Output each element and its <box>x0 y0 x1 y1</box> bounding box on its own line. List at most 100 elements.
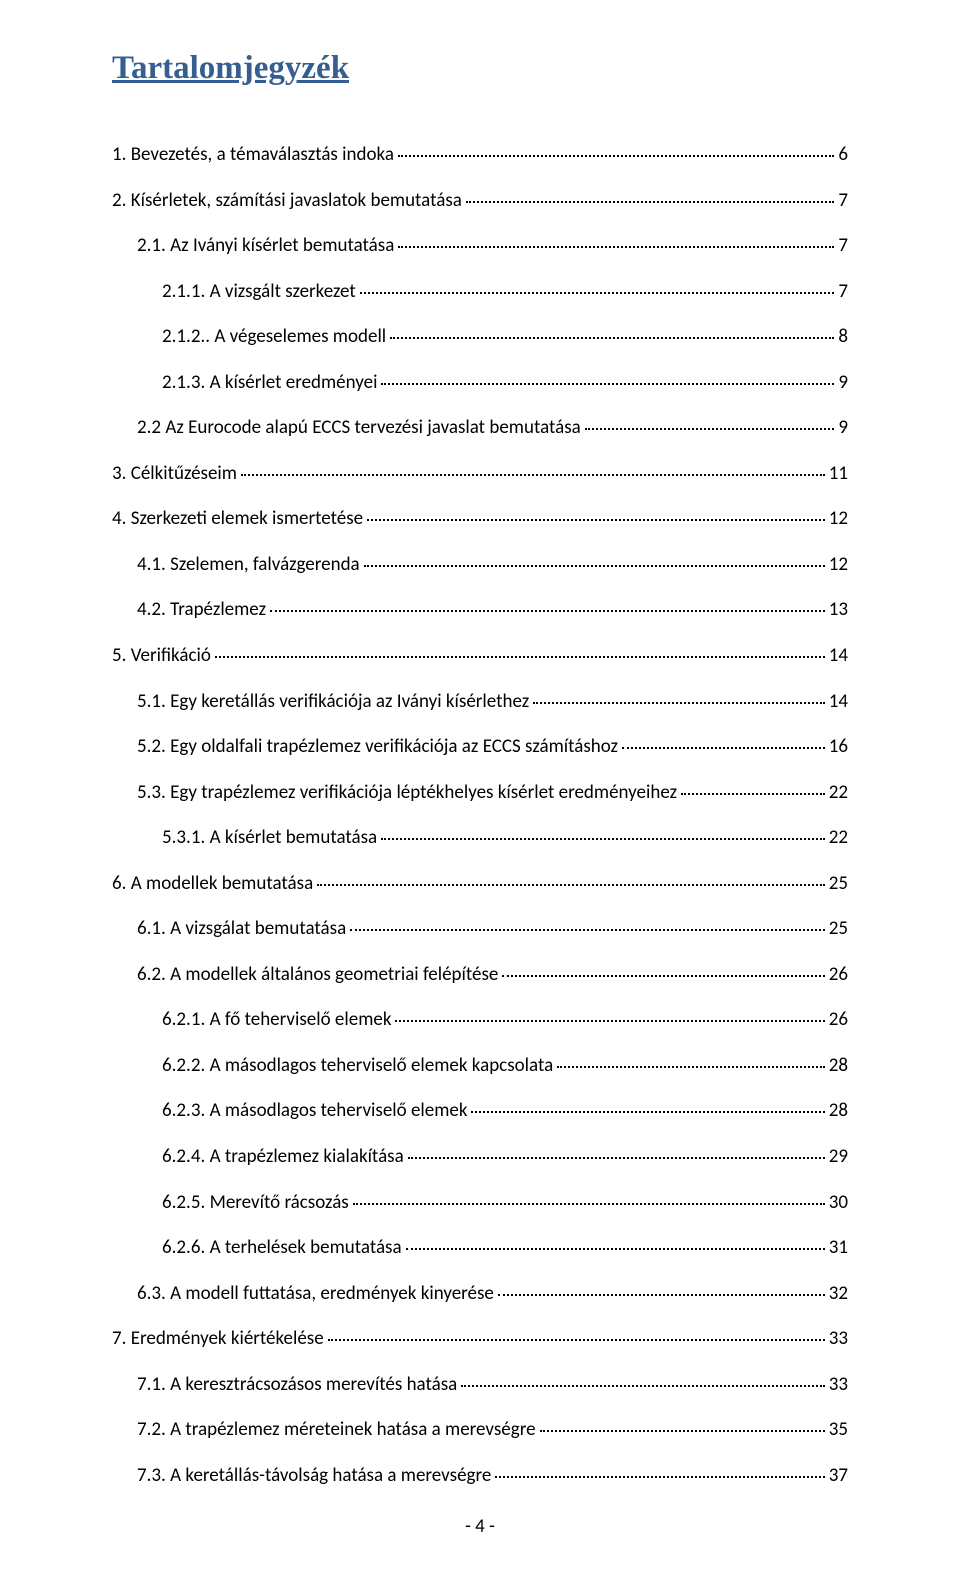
toc-entry-label: 1. Bevezetés, a témaválasztás indoka <box>112 141 394 169</box>
toc-entry[interactable]: 5.3.1. A kísérlet bemutatása 22 <box>112 824 848 852</box>
toc-leader-dots <box>622 747 825 749</box>
toc-leader-dots <box>317 884 825 886</box>
toc-leader-dots <box>471 1111 824 1113</box>
toc-leader-dots <box>406 1248 825 1250</box>
toc-leader-dots <box>461 1385 824 1387</box>
toc-entry-page: 28 <box>829 1052 848 1080</box>
toc-entry[interactable]: 5.3. Egy trapézlemez verifikációja lépté… <box>112 779 848 807</box>
toc-entry-page: 9 <box>838 414 848 442</box>
toc-entry[interactable]: 3. Célkitűzéseim 11 <box>112 460 848 488</box>
toc-entry-page: 22 <box>829 779 848 807</box>
toc-entry-page: 35 <box>829 1416 848 1444</box>
toc-entry-label: 5.2. Egy oldalfali trapézlemez verifikác… <box>137 733 618 761</box>
page-footer: - 4 - <box>112 1515 848 1538</box>
toc-entry-label: 3. Célkitűzéseim <box>112 460 237 488</box>
toc-entry[interactable]: 6.1. A vizsgálat bemutatása25 <box>112 915 848 943</box>
toc-entry[interactable]: 1. Bevezetés, a témaválasztás indoka6 <box>112 141 848 169</box>
toc-entry-label: 5.1. Egy keretállás verifikációja az Ivá… <box>137 688 529 716</box>
toc-leader-dots <box>533 702 825 704</box>
toc-entry-page: 12 <box>829 551 848 579</box>
toc-entry[interactable]: 2.2 Az Eurocode alapú ECCS tervezési jav… <box>112 414 848 442</box>
toc-leader-dots <box>585 428 835 430</box>
toc-entry-label: 6.2.4. A trapézlemez kialakítása <box>162 1143 404 1171</box>
toc-leader-dots <box>360 292 835 294</box>
toc-leader-dots <box>395 1020 824 1022</box>
toc-entry[interactable]: 7.1. A keresztrácsozásos merevítés hatás… <box>112 1371 848 1399</box>
toc-entry-page: 13 <box>829 596 848 624</box>
toc-entry-page: 26 <box>829 1006 848 1034</box>
toc-entry-page: 33 <box>829 1325 848 1353</box>
toc-entry[interactable]: 4. Szerkezeti elemek ismertetése12 <box>112 505 848 533</box>
toc-entry[interactable]: 6.2.4. A trapézlemez kialakítása 29 <box>112 1143 848 1171</box>
toc-leader-dots <box>398 155 834 157</box>
toc-entry-label: 6.2.6. A terhelések bemutatása <box>162 1234 402 1262</box>
toc-entry[interactable]: 2.1.3. A kísérlet eredményei9 <box>112 369 848 397</box>
toc-leader-dots <box>381 383 834 385</box>
toc-entry-label: 6.3. A modell futtatása, eredmények kiny… <box>137 1280 494 1308</box>
toc-leader-dots <box>270 610 825 612</box>
toc-leader-dots <box>502 975 824 977</box>
toc-entry[interactable]: 2.1.1. A vizsgált szerkezet 7 <box>112 278 848 306</box>
toc-entry-page: 26 <box>829 961 848 989</box>
toc-entry-label: 6.2.3. A másodlagos teherviselő elemek <box>162 1097 467 1125</box>
toc-entry-page: 7 <box>838 187 848 215</box>
toc-entry[interactable]: 6.2.5. Merevítő rácsozás 30 <box>112 1189 848 1217</box>
toc-entry[interactable]: 6.2.2. A másodlagos teherviselő elemek k… <box>112 1052 848 1080</box>
toc-entry[interactable]: 2. Kísérletek, számítási javaslatok bemu… <box>112 187 848 215</box>
toc-entry-page: 30 <box>829 1189 848 1217</box>
toc-entry-page: 14 <box>829 642 848 670</box>
toc-entry-page: 29 <box>829 1143 848 1171</box>
toc-leader-dots <box>364 565 825 567</box>
toc-entry-label: 6.2. A modellek általános geometriai fel… <box>137 961 498 989</box>
toc-entry-page: 11 <box>829 460 848 488</box>
toc-leader-dots <box>557 1066 825 1068</box>
toc-entry-page: 7 <box>838 278 848 306</box>
toc-entry-label: 4.2. Trapézlemez <box>137 596 266 624</box>
toc-entry[interactable]: 6.2.3. A másodlagos teherviselő elemek 28 <box>112 1097 848 1125</box>
toc-entry[interactable]: 5.2. Egy oldalfali trapézlemez verifikác… <box>112 733 848 761</box>
toc-leader-dots <box>681 793 825 795</box>
toc-leader-dots <box>350 929 825 931</box>
toc-entry[interactable]: 2.1.2.. A végeselemes modell8 <box>112 323 848 351</box>
toc-entry[interactable]: 7. Eredmények kiértékelése 33 <box>112 1325 848 1353</box>
toc-entry-label: 7. Eredmények kiértékelése <box>112 1325 324 1353</box>
toc-entry-label: 6.2.5. Merevítő rácsozás <box>162 1189 349 1217</box>
toc-entry[interactable]: 4.1. Szelemen, falvázgerenda 12 <box>112 551 848 579</box>
toc-entry[interactable]: 6.3. A modell futtatása, eredmények kiny… <box>112 1280 848 1308</box>
toc-leader-dots <box>498 1294 825 1296</box>
toc-entry-label: 4.1. Szelemen, falvázgerenda <box>137 551 360 579</box>
toc-entry-label: 5.3.1. A kísérlet bemutatása <box>162 824 377 852</box>
toc-entry-label: 5. Verifikáció <box>112 642 211 670</box>
toc-entry[interactable]: 6.2.1. A fő teherviselő elemek 26 <box>112 1006 848 1034</box>
toc-entry-page: 16 <box>829 733 848 761</box>
toc-entry-label: 7.1. A keresztrácsozásos merevítés hatás… <box>137 1371 457 1399</box>
toc-entry[interactable]: 5. Verifikáció 14 <box>112 642 848 670</box>
toc-entry-label: 6.1. A vizsgálat bemutatása <box>137 915 346 943</box>
toc-entry-label: 7.2. A trapézlemez méreteinek hatása a m… <box>137 1416 536 1444</box>
toc-leader-dots <box>328 1339 825 1341</box>
toc-entry-label: 6.2.2. A másodlagos teherviselő elemek k… <box>162 1052 553 1080</box>
toc-entry-page: 25 <box>829 870 848 898</box>
page-title: Tartalomjegyzék <box>112 50 848 87</box>
toc-list: 1. Bevezetés, a témaválasztás indoka6 2. … <box>112 141 848 1489</box>
toc-entry[interactable]: 6.2. A modellek általános geometriai fel… <box>112 961 848 989</box>
toc-leader-dots <box>241 474 825 476</box>
toc-entry[interactable]: 2.1. Az Iványi kísérlet bemutatása7 <box>112 232 848 260</box>
toc-entry-label: 6.2.1. A fő teherviselő elemek <box>162 1006 391 1034</box>
toc-entry[interactable]: 7.3. A keretállás-távolság hatása a mere… <box>112 1462 848 1490</box>
toc-entry-page: 9 <box>838 369 848 397</box>
toc-entry[interactable]: 4.2. Trapézlemez 13 <box>112 596 848 624</box>
toc-leader-dots <box>466 201 834 203</box>
toc-entry-page: 14 <box>829 688 848 716</box>
toc-entry-label: 6. A modellek bemutatása <box>112 870 313 898</box>
toc-entry[interactable]: 5.1. Egy keretállás verifikációja az Ivá… <box>112 688 848 716</box>
toc-entry-page: 28 <box>829 1097 848 1125</box>
toc-entry-page: 22 <box>829 824 848 852</box>
toc-entry-label: 2.1. Az Iványi kísérlet bemutatása <box>137 232 394 260</box>
toc-entry-label: 2.1.1. A vizsgált szerkezet <box>162 278 356 306</box>
toc-entry[interactable]: 6. A modellek bemutatása 25 <box>112 870 848 898</box>
toc-entry-label: 7.3. A keretállás-távolság hatása a mere… <box>137 1462 491 1490</box>
toc-entry[interactable]: 7.2. A trapézlemez méreteinek hatása a m… <box>112 1416 848 1444</box>
toc-entry[interactable]: 6.2.6. A terhelések bemutatása31 <box>112 1234 848 1262</box>
toc-entry-label: 2. Kísérletek, számítási javaslatok bemu… <box>112 187 462 215</box>
